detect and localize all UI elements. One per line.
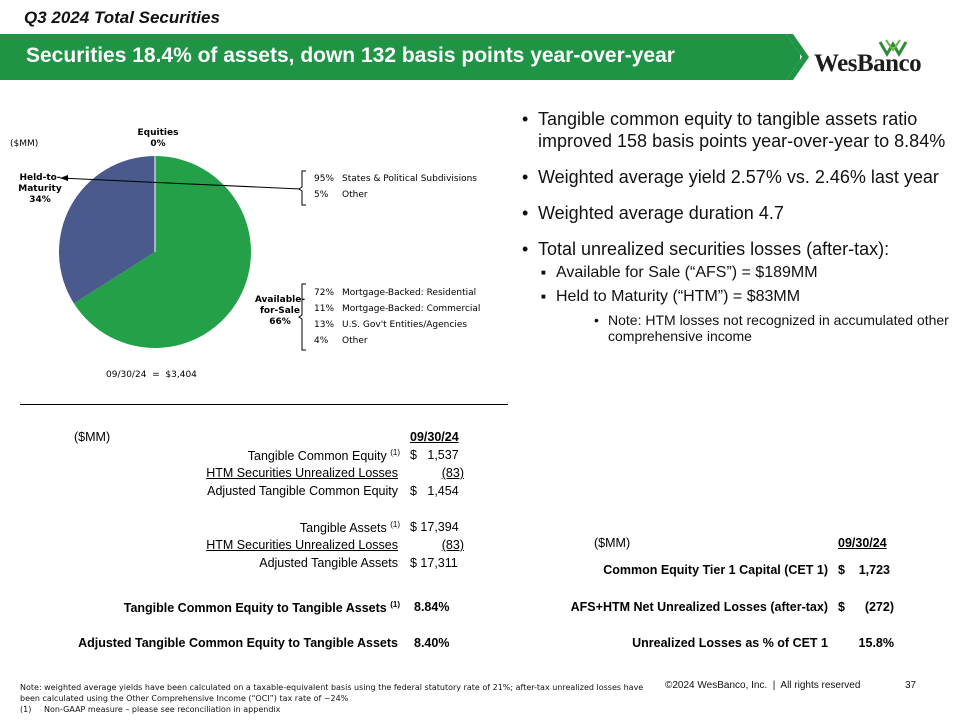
afs-name-line1: Available- (254, 295, 306, 305)
afs-row-label: Other (342, 336, 368, 346)
afs-row-pct: 4% (314, 336, 329, 346)
left-row-label: Adjusted Tangible Assets (259, 556, 398, 570)
left-row-value: $ 1,537 (410, 448, 459, 462)
page-number: 37 (905, 680, 917, 691)
htm-row-pct: 95% (314, 174, 335, 184)
afs-breakdown: 72% Mortgage-Backed: Residential 11% Mortg… (314, 285, 480, 349)
left-table-date-header: 09/30/24 (410, 430, 459, 444)
afs-bracket (298, 283, 306, 351)
ratio-tce-label-text: Tangible Common Equity to Tangible Asset… (123, 601, 387, 616)
left-row-value: $ 17,311 (410, 556, 458, 570)
afs-row: 11% Mortgage-Backed: Commercial (314, 301, 480, 317)
afs-name-line2: for-Sale (259, 306, 301, 316)
htm-row-label: Other (342, 190, 368, 200)
htm-name-line2: Maturity (18, 184, 62, 194)
left-row-label-text: Tangible Common Equity (247, 449, 387, 464)
bullet-htm-note: Note: HTM losses not recognized in accum… (520, 312, 950, 344)
title-banner (0, 34, 800, 80)
afs-row-label: Mortgage-Backed: Commercial (342, 304, 481, 314)
right-row-currency: $ (838, 563, 845, 577)
bullet-htm-losses: Held to Maturity (“HTM”) = $83MM (520, 286, 950, 308)
afs-row-pct: 13% (314, 320, 335, 330)
bullet-unrealized-losses-text: Total unrealized securities losses (afte… (538, 239, 890, 259)
afs-row-pct: 11% (314, 304, 335, 314)
footnote-note: Note: weighted average yields have been … (20, 683, 644, 703)
bullet-yield: Weighted average yield 2.57% vs. 2.46% l… (520, 166, 950, 188)
pie-slice-htm (58, 156, 155, 304)
htm-row: 5% Other (314, 187, 477, 203)
right-row-currency: $ (838, 600, 845, 614)
ratio-adjusted-tce-label: Adjusted Tangible Common Equity to Tangi… (78, 636, 398, 650)
right-table-date-header: 09/30/24 (838, 536, 887, 550)
left-row-label: Adjusted Tangible Common Equity (207, 484, 398, 498)
right-row-value: 15.8% (858, 636, 894, 650)
right-row-value: 1,723 (858, 563, 890, 577)
bullet-unrealized-losses: Total unrealized securities losses (afte… (520, 238, 950, 260)
bullet-tce-ratio: Tangible common equity to tangible asset… (520, 108, 950, 152)
htm-row-label: States & Political Subdivisions (342, 174, 477, 184)
htm-bracket (298, 170, 306, 206)
pie-label-htm: Held-to- Maturity 34% (14, 173, 66, 206)
equities-name: Equities (137, 128, 179, 138)
right-row-value: (272) (864, 600, 894, 614)
bullet-duration: Weighted average duration 4.7 (520, 202, 950, 224)
footnote: Note: weighted average yields have been … (20, 682, 650, 715)
afs-row: 4% Other (314, 333, 480, 349)
slide-label: Q3 2024 Total Securities (24, 8, 220, 27)
banner-title: Securities 18.4% of assets, down 132 bas… (26, 44, 675, 67)
pie-label-equities: Equities 0% (130, 128, 186, 150)
wesbanco-logo-icon (878, 39, 908, 57)
banner-chevron (786, 34, 809, 80)
ratio-adjusted-tce-value: 8.40% (414, 636, 450, 650)
pie-label-afs: Available- for-Sale 66% (252, 295, 308, 328)
pie-total-label: 09/30/24 = $3,404 (106, 370, 197, 380)
afs-row-label: Mortgage-Backed: Residential (342, 288, 477, 298)
right-table-unit: ($MM) (594, 536, 631, 550)
left-row-value: $ 17,394 (410, 520, 459, 534)
securities-pie-chart (58, 156, 251, 348)
left-row-label-text: Tangible Assets (299, 521, 387, 536)
section-divider (20, 404, 508, 405)
htm-name-line1: Held-to- (19, 173, 61, 183)
ratio-tce-label: Tangible Common Equity to Tangible Asset… (40, 600, 400, 615)
key-points-list: Tangible common equity to tangible asset… (520, 108, 950, 344)
pie-unit-label: ($MM) (10, 139, 39, 149)
copyright: ©2024 WesBanco, Inc. | All rights reserv… (665, 680, 861, 691)
afs-pct: 66% (269, 317, 291, 327)
afs-row-pct: 72% (314, 288, 335, 298)
ratio-tce-value: 8.84% (414, 600, 450, 614)
right-row-label: Common Equity Tier 1 Capital (CET 1) (603, 563, 828, 577)
pie-slice-afs (73, 156, 251, 348)
footnote-1: (1) Non-GAAP measure – please see reconc… (20, 705, 281, 714)
left-row-sup: (1) (390, 520, 400, 529)
left-row-label: Tangible Common Equity (1) (60, 448, 400, 463)
bullet-afs-losses: Available for Sale (“AFS”) = $189MM (520, 262, 950, 284)
left-row-value: $ 1,454 (410, 484, 459, 498)
afs-row: 13% U.S. Gov't Entities/Agencies (314, 317, 480, 333)
htm-pct: 34% (29, 195, 51, 205)
htm-row-pct: 5% (314, 190, 329, 200)
left-row-value: (83) (441, 466, 464, 480)
left-row-label: HTM Securities Unrealized Losses (206, 466, 398, 480)
ratio-tce-sup: (1) (390, 600, 400, 609)
left-row-sup: (1) (390, 448, 400, 457)
left-row-label: HTM Securities Unrealized Losses (206, 538, 398, 552)
left-table-unit: ($MM) (74, 430, 111, 444)
htm-breakdown: 95% States & Political Subdivisions 5% Oth… (314, 171, 477, 203)
right-row-label: AFS+HTM Net Unrealized Losses (after-tax… (570, 600, 828, 614)
equities-pct: 0% (150, 139, 166, 149)
afs-row-label: U.S. Gov't Entities/Agencies (342, 320, 468, 330)
right-row-label: Unrealized Losses as % of CET 1 (632, 636, 828, 650)
left-row-label: Tangible Assets (1) (60, 520, 400, 535)
left-row-value: (83) (441, 538, 464, 552)
afs-row: 72% Mortgage-Backed: Residential (314, 285, 480, 301)
htm-row: 95% States & Political Subdivisions (314, 171, 477, 187)
wesbanco-logo: WesBanco (814, 50, 922, 77)
